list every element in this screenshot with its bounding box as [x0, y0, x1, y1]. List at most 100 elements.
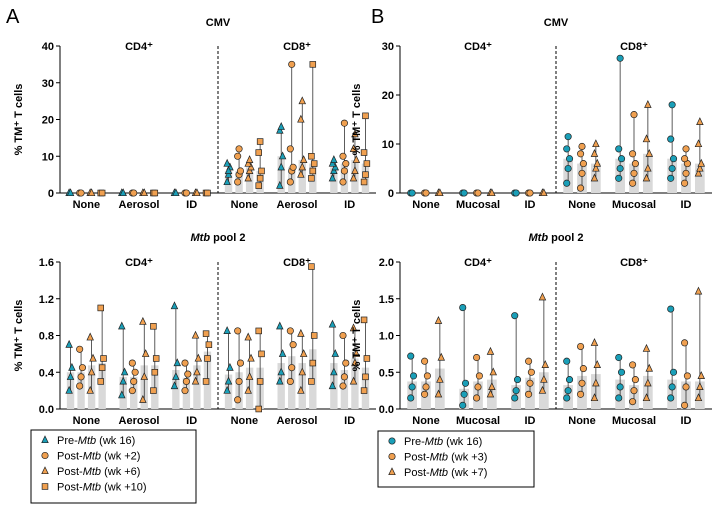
data-point [65, 339, 73, 348]
data-point [286, 377, 294, 385]
data-point [288, 364, 296, 372]
data-point [422, 189, 430, 197]
data-point [563, 394, 571, 402]
data-point [298, 96, 307, 105]
legend-entry: Pre-Mtb (wk 16) [57, 435, 135, 447]
data-point [128, 359, 136, 367]
data-point [276, 180, 284, 189]
data-point [563, 357, 571, 365]
data-point [256, 378, 264, 385]
chart-A-1: CMV 0 10 20 30 40 % TM⁺ T cells CD4⁺ CD8⁺ None Aer… [13, 17, 376, 211]
data-point [579, 365, 587, 373]
data-point [668, 383, 676, 391]
data-point [525, 390, 533, 398]
data-point [669, 368, 678, 376]
data-point [645, 363, 654, 372]
data-point [181, 359, 189, 367]
data-point [150, 387, 157, 394]
data-point [277, 122, 285, 130]
legend-entry: Post-Mtb (wk +6) [57, 466, 140, 478]
x-tick-label: None [231, 415, 259, 427]
data-point [86, 385, 94, 394]
x-tick-label: None [412, 199, 440, 211]
data-point [226, 362, 234, 371]
data-point [407, 352, 415, 360]
data-point [184, 370, 192, 378]
data-point [141, 349, 150, 357]
chart-B-1: CMV 0 10 20 30 % TM⁺ T cells CD4⁺ CD8⁺ None Mucos… [351, 17, 712, 211]
data-point [118, 390, 126, 399]
data-point [258, 167, 265, 175]
legend-marker [388, 437, 396, 445]
data-point [297, 114, 305, 123]
data-point [120, 367, 129, 376]
y-axis-label: % TM⁺ T cells [13, 300, 25, 372]
data-point [578, 379, 586, 387]
data-point [255, 149, 262, 156]
x-tick-label: Aerosol [277, 199, 318, 211]
chart-A-2: Mtb pool 2 0.0 0.4 0.8 1.2 1.6 % TM⁺ T cells CD… [13, 232, 376, 427]
data-point [298, 162, 307, 171]
data-point [461, 379, 470, 387]
data-point [590, 393, 599, 402]
data-point [407, 394, 415, 402]
x-tick-label: ID [344, 199, 355, 211]
data-point [667, 174, 675, 182]
data-point [276, 376, 284, 385]
data-point [696, 382, 704, 390]
legend: Pre-Mtb (wk 16) Post-Mtb (wk +3) Post-Mtb … [377, 430, 535, 488]
data-point [564, 164, 572, 173]
data-point [308, 263, 315, 270]
data-point [245, 372, 254, 380]
data-point [194, 353, 203, 362]
median-bar [340, 369, 349, 409]
data-point [473, 394, 481, 402]
data-point [139, 395, 147, 403]
data-point [151, 189, 159, 197]
data-point [579, 160, 587, 168]
x-tick-label: Aerosol [119, 415, 160, 427]
data-point [308, 153, 315, 160]
legend-entry: Post-Mtb (wk +10) [57, 482, 147, 494]
data-point [629, 361, 637, 369]
data-point [615, 394, 623, 402]
subset-label: CD8⁺ [620, 257, 648, 269]
data-point [682, 169, 690, 177]
data-point [255, 182, 262, 189]
y-tick-label: 20 [42, 115, 54, 127]
x-tick-label: None [73, 415, 101, 427]
y-tick-label: 1.2 [39, 294, 54, 306]
data-point [193, 367, 201, 376]
data-point [289, 341, 297, 349]
y-axis-label: % TM⁺ T cells [351, 84, 363, 156]
chart-title: CMV [544, 17, 569, 29]
data-point [202, 330, 210, 337]
data-point [256, 138, 264, 145]
data-point [540, 188, 548, 197]
data-point [87, 367, 96, 376]
data-point [668, 164, 676, 173]
data-point [351, 358, 359, 367]
legend-entry: Pre-Mtb (wk 16) [404, 436, 482, 448]
data-point [363, 355, 371, 362]
data-point [140, 188, 149, 197]
median-bar [172, 369, 180, 409]
data-point [299, 349, 308, 357]
data-point [434, 315, 443, 324]
x-tick-label: Mucosal [456, 415, 500, 427]
data-point [128, 387, 136, 395]
y-tick-label: 0.4 [39, 367, 55, 379]
data-point [152, 355, 160, 362]
data-point [308, 378, 315, 385]
median-bar [77, 372, 85, 409]
data-point [408, 383, 416, 391]
data-point [360, 178, 368, 186]
median-bar [193, 365, 201, 409]
data-point [255, 327, 262, 335]
data-point [683, 372, 691, 380]
data-point [340, 373, 348, 381]
data-point [459, 304, 467, 312]
data-point [182, 377, 190, 385]
chart-title: Mtb pool 2 [191, 232, 246, 244]
data-point [223, 385, 231, 394]
